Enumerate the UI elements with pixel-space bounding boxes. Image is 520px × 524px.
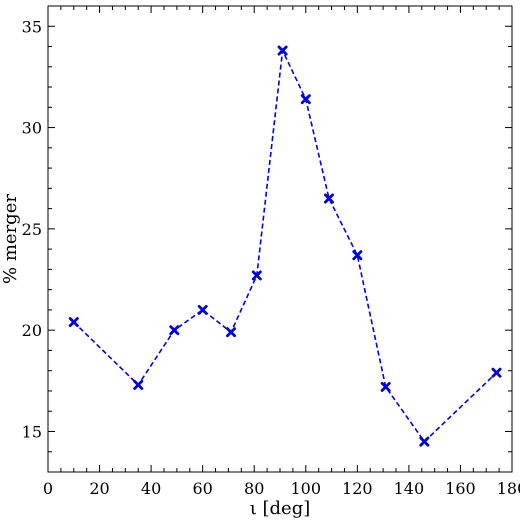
- y-axis-label: % merger: [0, 194, 21, 284]
- x-tick-label: 180: [497, 479, 520, 498]
- data-point-stroke: [197, 304, 208, 315]
- data-point-stroke: [491, 367, 502, 378]
- data-point: [380, 381, 391, 392]
- data-point: [491, 367, 502, 378]
- data-point-stroke: [68, 317, 79, 328]
- data-point-stroke: [300, 94, 311, 105]
- x-tick-label: 80: [244, 479, 264, 498]
- data-point: [197, 304, 208, 315]
- data-point: [251, 270, 262, 281]
- x-tick-labels: 0 20 40 60 80 100 120 140 160 180: [43, 479, 520, 498]
- x-tick-label: 120: [342, 479, 373, 498]
- data-point-stroke: [419, 436, 430, 447]
- data-point-stroke: [323, 193, 334, 204]
- y-tick-label: 15: [22, 422, 42, 441]
- y-tick-labels: 15 20 25 30 35: [22, 17, 42, 441]
- data-point: [133, 379, 144, 390]
- data-point-stroke: [380, 381, 391, 392]
- data-point: [300, 94, 311, 105]
- x-tick-label: 140: [394, 479, 425, 498]
- data-point-stroke: [352, 250, 363, 261]
- data-point-stroke: [133, 379, 144, 390]
- y-tick-label: 35: [22, 17, 42, 36]
- data-point: [352, 250, 363, 261]
- data-point: [277, 45, 288, 56]
- series-markers: [68, 45, 502, 447]
- data-point-stroke: [277, 45, 288, 56]
- minor-ticks: [48, 5, 512, 473]
- data-point: [68, 317, 79, 328]
- x-tick-label: 60: [192, 479, 212, 498]
- y-tick-label: 25: [22, 220, 42, 239]
- x-tick-label: 100: [291, 479, 322, 498]
- major-ticks: [47, 6, 513, 472]
- data-point: [419, 436, 430, 447]
- x-tick-label: 0: [43, 479, 53, 498]
- data-point-stroke: [226, 327, 237, 338]
- x-tick-label: 40: [141, 479, 161, 498]
- data-point: [323, 193, 334, 204]
- data-point: [226, 327, 237, 338]
- data-point-stroke: [251, 270, 262, 281]
- x-tick-label: 20: [89, 479, 109, 498]
- data-point: [169, 325, 180, 336]
- y-tick-label: 30: [22, 119, 42, 138]
- y-tick-label: 20: [22, 321, 42, 340]
- x-axis-label: ι [deg]: [250, 498, 311, 519]
- x-tick-label: 160: [445, 479, 476, 498]
- data-point-stroke: [169, 325, 180, 336]
